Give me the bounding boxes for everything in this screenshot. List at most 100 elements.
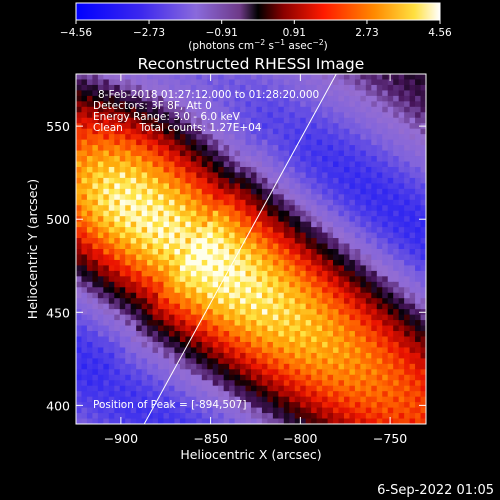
- heatmap-cell: [316, 259, 323, 266]
- heatmap-cell: [125, 166, 132, 173]
- heatmap-cell: [283, 177, 290, 184]
- heatmap-cell: [305, 210, 312, 217]
- heatmap-cell: [185, 112, 192, 119]
- heatmap-cell: [294, 128, 301, 135]
- heatmap-cell: [152, 396, 159, 403]
- heatmap-cell: [103, 210, 110, 217]
- heatmap-cell: [245, 183, 252, 190]
- heatmap-cell: [387, 123, 394, 130]
- heatmap-cell: [245, 407, 252, 414]
- heatmap-cell: [130, 254, 137, 261]
- heatmap-cell: [256, 254, 263, 261]
- heatmap-cell: [212, 156, 219, 162]
- heatmap-cell: [179, 166, 186, 173]
- heatmap-cell: [136, 320, 143, 326]
- heatmap-cell: [163, 74, 170, 80]
- heatmap-cell: [76, 254, 82, 261]
- heatmap-cell: [174, 325, 181, 332]
- heatmap-cell: [289, 374, 296, 381]
- heatmap-cell: [349, 74, 356, 80]
- heatmap-cell: [354, 374, 361, 381]
- heatmap-cell: [251, 413, 257, 419]
- heatmap-cell: [158, 90, 164, 97]
- heatmap-cell: [245, 303, 252, 310]
- heatmap-cell: [125, 84, 132, 91]
- heatmap-cell: [201, 128, 208, 135]
- heatmap-cell: [196, 205, 203, 212]
- heatmap-cell: [278, 358, 285, 365]
- heatmap-cell: [354, 336, 361, 343]
- heatmap-cell: [103, 134, 110, 141]
- heatmap-cell: [185, 123, 192, 130]
- heatmap-cell: [398, 363, 405, 370]
- heatmap-cell: [305, 352, 312, 359]
- heatmap-cell: [240, 194, 246, 201]
- heatmap-cell: [136, 254, 143, 261]
- heatmap-cell: [218, 145, 225, 151]
- heatmap-cell: [272, 183, 279, 190]
- heatmap-cell: [409, 123, 416, 130]
- heatmap-cell: [376, 331, 383, 337]
- heatmap-cell: [283, 309, 290, 316]
- heatmap-cell: [371, 172, 378, 179]
- heatmap-cell: [179, 336, 186, 343]
- heatmap-cell: [152, 101, 159, 108]
- heatmap-cell: [201, 276, 208, 283]
- heatmap-cell: [245, 314, 252, 321]
- heatmap-cell: [289, 292, 296, 299]
- heatmap-cell: [163, 270, 170, 277]
- heatmap-cell: [174, 128, 181, 135]
- heatmap-cell: [207, 303, 214, 310]
- heatmap-cell: [196, 374, 203, 381]
- heatmap-cell: [97, 396, 104, 403]
- heatmap-cell: [152, 418, 159, 424]
- heatmap-cell: [371, 194, 378, 201]
- heatmap-cell: [86, 374, 93, 381]
- heatmap-cell: [256, 74, 263, 80]
- colorbar-unit-label: (photons cm−2 s−1 asec−2): [188, 38, 327, 52]
- heatmap-cell: [294, 325, 301, 332]
- heatmap-cell: [256, 183, 263, 190]
- heatmap-cell: [114, 210, 121, 217]
- heatmap-cell: [349, 314, 356, 321]
- heatmap-cell: [245, 418, 252, 424]
- heatmap-cell: [196, 325, 203, 332]
- heatmap-cell: [218, 298, 225, 305]
- heatmap-cell: [393, 106, 400, 113]
- heatmap-cell: [382, 90, 389, 97]
- heatmap-cell: [229, 407, 235, 414]
- heatmap-cell: [240, 276, 246, 283]
- heatmap-cell: [294, 90, 301, 97]
- heatmap-cell: [256, 188, 263, 195]
- heatmap-cell: [300, 276, 307, 283]
- heatmap-cell: [185, 303, 192, 310]
- heatmap-cell: [147, 259, 153, 266]
- heatmap-cell: [234, 380, 241, 387]
- heatmap-cell: [103, 309, 110, 316]
- heatmap-cell: [136, 402, 143, 408]
- heatmap-cell: [185, 331, 192, 337]
- heatmap-cell: [76, 90, 82, 97]
- heatmap-cell: [267, 292, 274, 299]
- heatmap-cell: [398, 298, 405, 305]
- heatmap-cell: [229, 199, 235, 206]
- heatmap-cell: [338, 298, 345, 305]
- heatmap-cell: [365, 270, 372, 277]
- heatmap-cell: [223, 341, 230, 348]
- heatmap-cell: [261, 79, 268, 86]
- heatmap-cell: [365, 194, 372, 201]
- heatmap-cell: [272, 216, 279, 223]
- heatmap-cell: [338, 276, 345, 283]
- heatmap-cell: [223, 188, 230, 195]
- heatmap-cell: [354, 358, 361, 365]
- heatmap-cell: [168, 150, 175, 157]
- heatmap-cell: [76, 177, 82, 184]
- heatmap-cell: [251, 183, 257, 190]
- heatmap-cell: [360, 396, 367, 403]
- heatmap-cell: [92, 199, 99, 206]
- heatmap-cell: [398, 391, 405, 398]
- heatmap-cell: [272, 139, 279, 146]
- heatmap-cell: [278, 369, 285, 376]
- heatmap-cell: [234, 374, 241, 381]
- heatmap-cell: [393, 194, 400, 201]
